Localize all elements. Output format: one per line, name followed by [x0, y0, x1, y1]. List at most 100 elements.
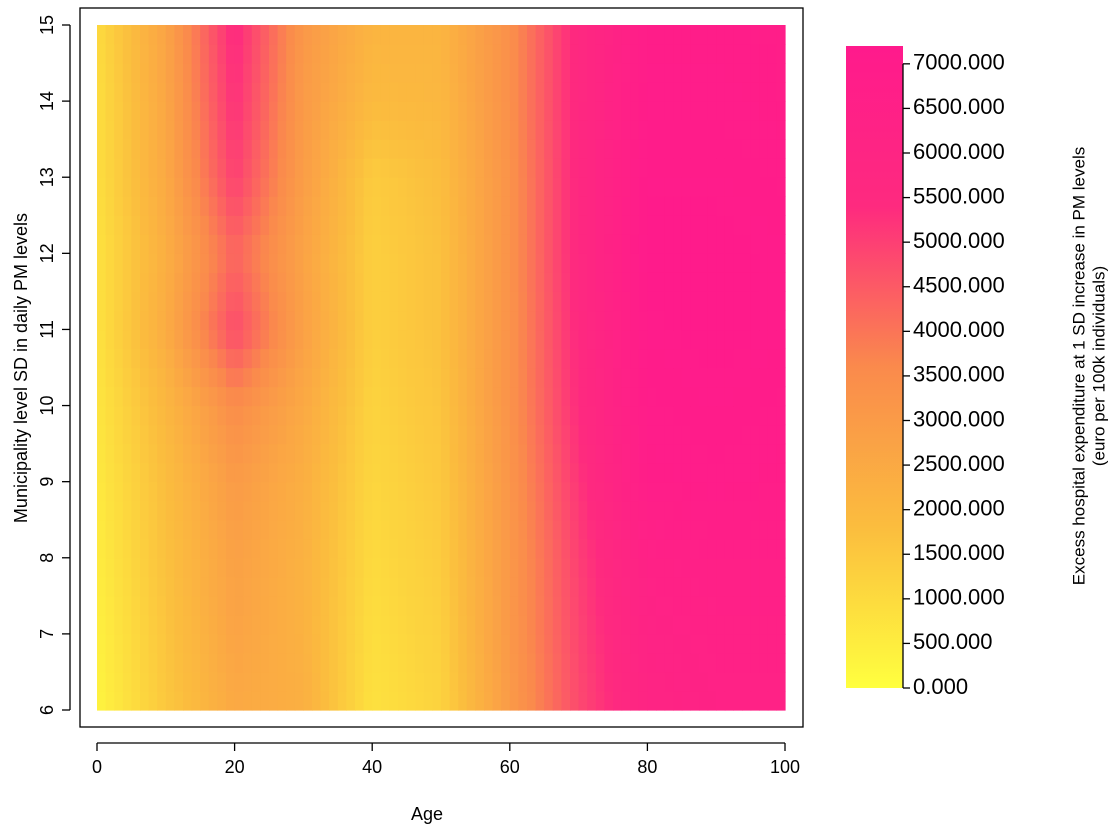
- heat-cell: [647, 25, 657, 45]
- heat-cell: [570, 329, 580, 350]
- heat-cell: [716, 386, 726, 407]
- heat-cell: [578, 310, 588, 331]
- heat-cell: [578, 652, 588, 673]
- heat-cell: [475, 614, 485, 635]
- colorbar-tick-label: 0.000: [913, 674, 968, 699]
- heat-cell: [501, 367, 511, 388]
- heat-cell: [441, 557, 451, 578]
- heat-cell: [269, 557, 279, 578]
- heat-cell: [458, 234, 468, 254]
- heat-cell: [200, 557, 210, 578]
- heat-cell: [733, 595, 743, 616]
- heat-cell: [638, 329, 648, 350]
- heat-cell: [329, 196, 339, 216]
- heat-cell: [337, 576, 347, 597]
- heat-cell: [621, 576, 631, 597]
- heat-cell: [174, 576, 184, 597]
- heat-cell: [535, 462, 545, 483]
- heat-cell: [527, 25, 537, 45]
- heat-cell: [647, 652, 657, 673]
- heat-cell: [587, 386, 597, 407]
- heat-cell: [638, 196, 648, 216]
- heat-cell: [699, 101, 709, 121]
- heat-cell: [466, 405, 476, 426]
- heat-cell: [337, 462, 347, 483]
- heat-cell: [561, 633, 571, 654]
- heat-cell: [277, 424, 287, 445]
- heat-cell: [114, 481, 124, 502]
- heat-cell: [527, 82, 537, 102]
- heat-cell: [561, 253, 571, 273]
- heat-cell: [191, 234, 201, 254]
- heat-cell: [432, 595, 442, 616]
- heat-cell: [518, 177, 528, 197]
- heat-cell: [191, 557, 201, 578]
- heat-cell: [389, 101, 399, 121]
- heat-cell: [587, 424, 597, 445]
- heat-cell: [458, 101, 468, 121]
- heat-cell: [621, 424, 631, 445]
- heat-cell: [131, 348, 141, 369]
- heat-cell: [466, 462, 476, 483]
- heat-cell: [552, 576, 562, 597]
- heat-cell: [208, 500, 218, 521]
- heat-cell: [122, 82, 132, 102]
- heat-cell: [251, 139, 261, 159]
- heat-cell: [733, 348, 743, 369]
- heat-cell: [337, 310, 347, 331]
- heat-cell: [561, 538, 571, 559]
- heat-cell: [251, 652, 261, 673]
- heat-cell: [148, 538, 158, 559]
- heat-cell: [432, 177, 442, 197]
- heat-cell: [114, 196, 124, 216]
- heat-cell: [269, 291, 279, 312]
- heat-cell: [492, 177, 502, 197]
- heat-cell: [286, 101, 296, 121]
- heat-cell: [527, 310, 537, 331]
- heat-cell: [226, 614, 236, 635]
- heat-cell: [699, 443, 709, 464]
- heat-cell: [148, 576, 158, 597]
- heat-cell: [638, 348, 648, 369]
- heat-cell: [673, 690, 683, 711]
- heat-cell: [449, 386, 459, 407]
- heat-cell: [251, 120, 261, 140]
- heat-cell: [243, 633, 253, 654]
- colorbar-tick-label: 1500.000: [913, 540, 1005, 565]
- heat-cell: [664, 671, 674, 692]
- heat-cell: [501, 196, 511, 216]
- heat-cell: [363, 424, 373, 445]
- heat-cell: [492, 310, 502, 331]
- heat-cell: [269, 690, 279, 711]
- heat-cell: [604, 538, 614, 559]
- heat-cell: [673, 595, 683, 616]
- heat-cell: [243, 329, 253, 350]
- heat-cell: [621, 310, 631, 331]
- heat-cell: [733, 614, 743, 635]
- heat-cell: [243, 82, 253, 102]
- heat-cell: [251, 329, 261, 350]
- heat-cell: [105, 519, 115, 540]
- heat-cell: [570, 139, 580, 159]
- heat-cell: [484, 158, 494, 178]
- heat-cell: [423, 462, 433, 483]
- heat-cell: [303, 44, 313, 64]
- heat-cell: [724, 348, 734, 369]
- heat-cell: [294, 82, 304, 102]
- heat-cell: [329, 595, 339, 616]
- heat-cell: [475, 329, 485, 350]
- heat-cell: [570, 652, 580, 673]
- heat-cell: [329, 500, 339, 521]
- heat-cell: [656, 253, 666, 273]
- heat-cell: [509, 614, 519, 635]
- heat-cell: [432, 329, 442, 350]
- heat-cell: [742, 481, 752, 502]
- heat-cell: [509, 82, 519, 102]
- heat-cell: [716, 25, 726, 45]
- heat-cell: [114, 120, 124, 140]
- heat-cell: [389, 215, 399, 235]
- heat-cell: [613, 272, 623, 292]
- heat-cell: [673, 367, 683, 388]
- heat-cell: [776, 44, 786, 64]
- heat-cell: [251, 367, 261, 388]
